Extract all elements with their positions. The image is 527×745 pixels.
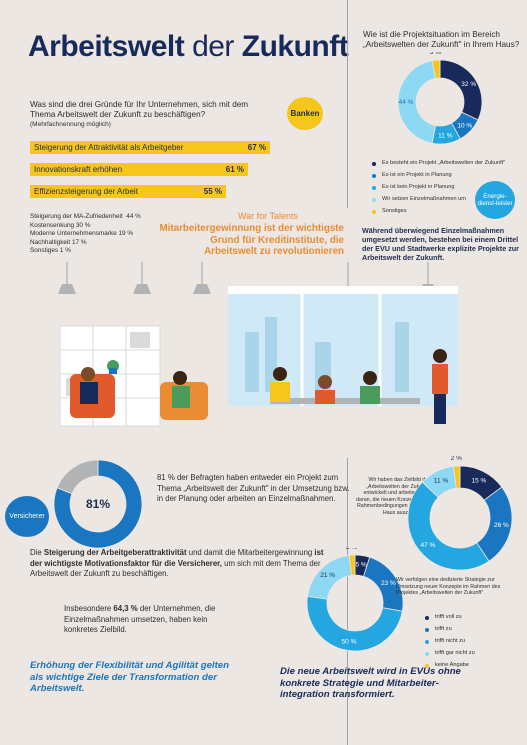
- legend-swatch: [425, 663, 429, 668]
- window-wall: [228, 286, 458, 406]
- evu-donut-2: 5 % 23 % 50 % 21 % 2 %: [306, 548, 404, 652]
- legend-swatch: [372, 185, 376, 190]
- person-left-armchair: [70, 367, 115, 418]
- vertical-divider: [347, 0, 348, 208]
- minor-reason: Steigerung der MA-Zufriedenheit 44 %: [30, 213, 141, 220]
- page-title: Arbeitswelt der Zukunft: [28, 30, 349, 63]
- insurance-paragraph-1: Die Steigerung der Arbeitgeberattraktivi…: [30, 548, 324, 578]
- donut-value-label: 2 %: [346, 548, 357, 551]
- donut-slice: [56, 459, 99, 495]
- minor-reason: Nachhaltigkeit 17 %: [30, 238, 87, 246]
- energiedienstleister-badge: Energie-dienst-leister: [475, 181, 515, 219]
- insurance-donut: 81%: [53, 459, 143, 549]
- donut-slice: [348, 554, 356, 576]
- donut-value-label: 5 %: [355, 561, 366, 568]
- project-question: Wie ist die Projektsituation im Bereich …: [363, 30, 520, 49]
- donut-value-label: 44 %: [399, 99, 414, 106]
- donut-value-label: 11 %: [438, 133, 453, 140]
- donut-center-label: 81%: [86, 497, 110, 511]
- project-conclusion: Während überwiegend Einzelmaßnahmen umge…: [362, 226, 519, 262]
- office-illustration: [58, 262, 458, 427]
- donut-slice: [439, 59, 483, 121]
- legend-swatch: [425, 639, 429, 644]
- donut-slice: [453, 465, 461, 489]
- project-legend: Es besteht ein Projekt „Arbeitswelten de…: [372, 160, 505, 220]
- reasons-minor-list: Steigerung der MA-Zufriedenheit 44 % Kos…: [30, 213, 141, 256]
- donut-value-label: 15 %: [471, 477, 486, 484]
- donut-value-label: 10 %: [457, 122, 472, 129]
- reason-bar-1: Steigerung der Attraktivität als Arbeitg…: [30, 141, 270, 154]
- evu-question-2: Wir verfolgen eine dedizierte Strategie …: [396, 577, 501, 597]
- evu-closing: Die neue Arbeitswelt wird in EVUs ohne k…: [280, 666, 461, 700]
- evu-legend: trifft voll zu trifft zu trifft nicht zu…: [425, 614, 475, 674]
- donut-value-label: 23 %: [381, 580, 396, 587]
- donut-value-label: 2 %: [451, 456, 462, 462]
- minor-reason: Kostensenkung 30 %: [30, 221, 91, 229]
- donut-slice: [397, 60, 436, 144]
- insurance-81-text: 81 % der Befragten haben entweder ein Pr…: [157, 473, 350, 503]
- legend-swatch: [372, 209, 376, 214]
- minor-reason: Sonstiges 1 %: [30, 247, 71, 255]
- reasons-question: Was sind die drei Gründe für Ihr Unterne…: [30, 100, 249, 128]
- legend-swatch: [425, 615, 429, 620]
- donut-slice: [306, 595, 403, 652]
- legend-swatch: [372, 173, 376, 178]
- legend-swatch: [425, 627, 429, 632]
- legend-swatch: [372, 197, 376, 202]
- legend-swatch: [425, 651, 429, 656]
- minor-reason: Moderne Unternehmensmarke 19 %: [30, 230, 134, 238]
- donut-value-label: 21 %: [320, 572, 335, 579]
- donut-value-label: 47 %: [420, 542, 435, 549]
- donut-value-label: 11 %: [434, 477, 449, 484]
- person-left-sofa: [160, 371, 208, 420]
- banken-badge: Banken: [287, 97, 323, 130]
- versicherer-badge: Versicherer: [5, 496, 49, 537]
- war-for-talents-kicker: War for Talents: [238, 211, 299, 221]
- donut-slice: [431, 59, 441, 79]
- donut-slice: [407, 481, 490, 571]
- donut-value-label: 3 %: [430, 52, 441, 56]
- reason-bar-3: Effizienzsteigerung der Arbeit 55 %: [30, 185, 226, 198]
- donut-slice: [53, 459, 143, 549]
- donut-value-label: 50 %: [342, 639, 357, 646]
- project-donut: 32 % 10 % 11 % 44 % 3 %: [397, 52, 483, 145]
- evu-donut-1: 15 % 26 % 47 % 11 % 2 %: [407, 456, 513, 571]
- reason-bar-2: Innovationskraft erhöhen 61 %: [30, 163, 248, 176]
- legend-swatch: [372, 161, 376, 166]
- meeting-table: [270, 349, 448, 424]
- reasons-bar-chart: Steigerung der Attraktivität als Arbeitg…: [30, 141, 270, 198]
- vertical-divider-lower: [347, 458, 348, 745]
- evu-question-1: Wir haben das Zielbild der „Arbeitswelte…: [356, 477, 430, 516]
- war-headline: Mitarbeitergewinnung ist der wichtigste …: [159, 223, 344, 257]
- donut-value-label: 26 %: [494, 522, 509, 529]
- insurance-paragraph-2: Insbesondere 64,3 % der Unternehmen, die…: [64, 604, 216, 634]
- insurance-closing: Erhöhung der Flexibilität und Agilität g…: [30, 660, 229, 694]
- donut-value-label: 32 %: [461, 81, 476, 88]
